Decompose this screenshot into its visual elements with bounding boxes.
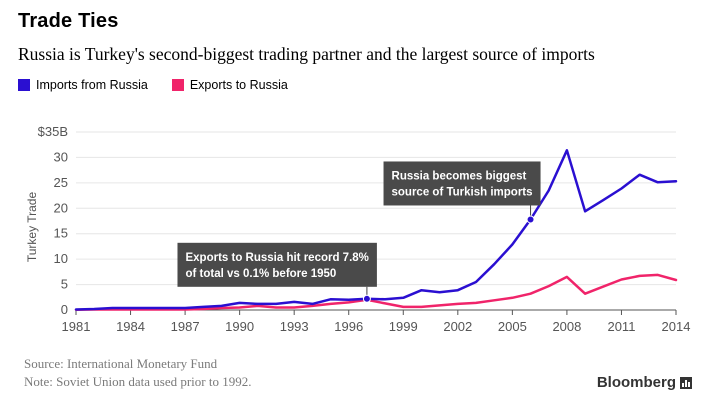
- brand-logo: Bloomberg: [597, 374, 692, 391]
- source-note: Source: International Monetary Fund: [24, 356, 218, 371]
- imports-line: [74, 149, 678, 311]
- legend-label-exports: Exports to Russia: [189, 78, 288, 92]
- legend: Imports from Russia Exports to Russia: [18, 78, 312, 92]
- annotation-text: source of Turkish imports: [392, 186, 533, 198]
- legend-swatch-imports: [18, 79, 30, 91]
- y-tick-label: 20: [54, 200, 68, 215]
- exports-line: [74, 273, 678, 311]
- x-tick-label: 2005: [498, 319, 527, 334]
- chart-subtitle: Russia is Turkey's second-biggest tradin…: [18, 44, 595, 64]
- legend-swatch-exports: [171, 79, 184, 91]
- x-tick-label: 1993: [280, 319, 309, 334]
- x-tick-label: 2011: [607, 319, 635, 334]
- annotation-marker: [362, 294, 371, 303]
- y-tick-label: $35B: [38, 124, 68, 139]
- y-tick-label: 15: [54, 226, 68, 241]
- chart-title: Trade Ties: [18, 10, 119, 32]
- legend-item-imports: Imports from Russia: [18, 78, 148, 92]
- annotation-text: Exports to Russia hit record 7.8%: [185, 252, 368, 264]
- annotation-text: of total vs 0.1% before 1950: [185, 268, 336, 280]
- bloomberg-icon: [680, 376, 692, 389]
- y-tick-label: 25: [54, 175, 68, 190]
- annotation-text: Russia becomes biggest: [392, 170, 527, 182]
- y-tick-label: 10: [54, 251, 68, 266]
- y-axis-title: Turkey Trade: [25, 192, 39, 263]
- x-tick-label: 2002: [443, 319, 472, 334]
- y-tick-label: 5: [61, 277, 68, 292]
- x-tick-label: 2014: [662, 319, 691, 334]
- annotation-box: [383, 161, 541, 206]
- legend-item-exports: Exports to Russia: [171, 78, 288, 92]
- x-tick-label: 1999: [389, 319, 418, 334]
- y-tick-label: 30: [54, 149, 68, 164]
- x-tick-label: 2008: [552, 319, 581, 334]
- y-tick-label: 0: [61, 302, 68, 317]
- legend-label-imports: Imports from Russia: [36, 78, 148, 92]
- x-tick-label: 1990: [225, 319, 254, 334]
- annotation-marker: [526, 215, 535, 224]
- footnote: Note: Soviet Union data used prior to 19…: [24, 374, 252, 389]
- x-tick-label: 1984: [116, 319, 145, 334]
- x-tick-label: 1987: [171, 319, 200, 334]
- annotation-box: [177, 242, 377, 287]
- brand-name: Bloomberg: [596, 374, 676, 391]
- x-tick-label: 1981: [62, 319, 91, 334]
- x-tick-label: 1996: [334, 319, 363, 334]
